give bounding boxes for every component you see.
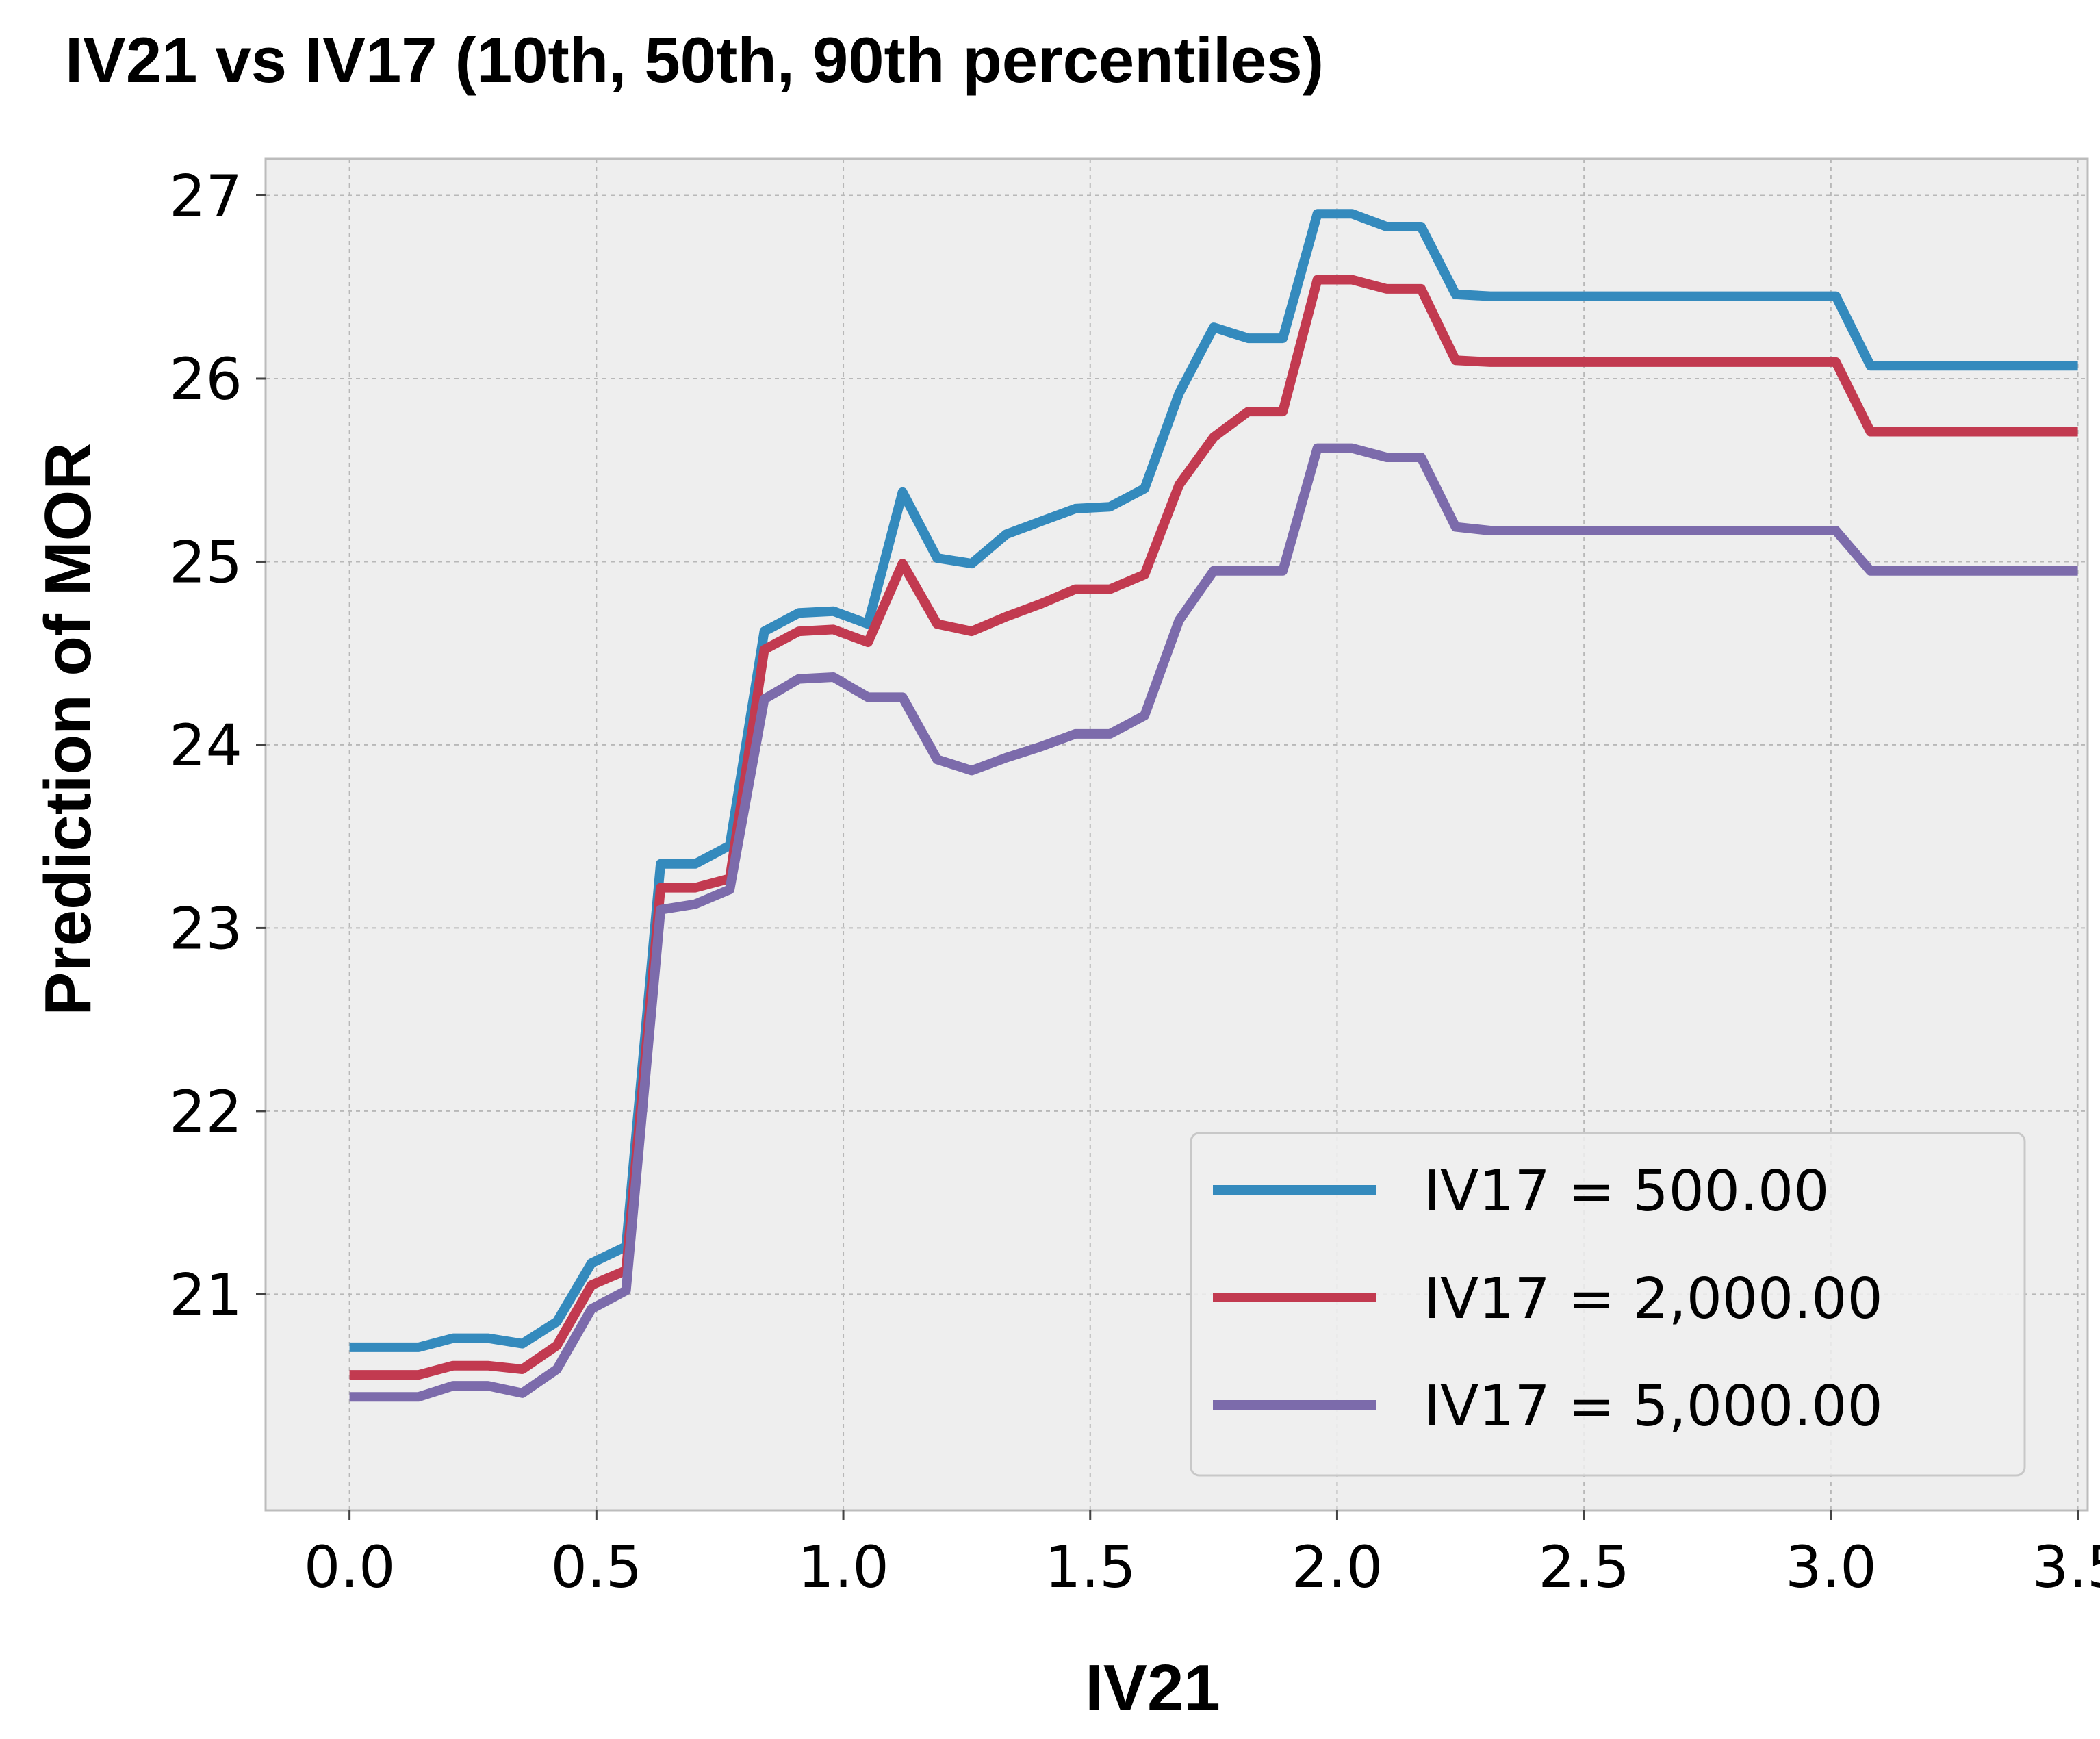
y-axis-ticks: 21 22 23 24 25 26 27 (169, 162, 266, 1328)
x-axis-label: IV21 (1085, 1651, 1220, 1725)
y-tick-label: 24 (169, 712, 242, 779)
y-tick-label: 21 (169, 1261, 242, 1328)
x-tick-label: 3.5 (2032, 1534, 2100, 1601)
legend-items: IV17 = 500.00 IV17 = 2,000.00 IV17 = 5,000… (1213, 1159, 1883, 1439)
x-tick-label: 0.0 (304, 1534, 396, 1601)
legend-box (1190, 1132, 2026, 1477)
x-axis-ticks: 0.0 0.5 1.0 1.5 2.0 2.5 3.0 3.5 (304, 1510, 2100, 1601)
y-tick-label: 25 (169, 529, 242, 596)
legend: IV17 = 500.00 IV17 = 2,000.00 IV17 = 5,000… (1190, 1132, 2026, 1477)
x-tick-label: 2.5 (1538, 1534, 1630, 1601)
plot-border (264, 157, 2089, 1512)
legend-label-2: IV17 = 2,000.00 (1424, 1267, 1883, 1332)
series-lines (349, 209, 2078, 1402)
y-tick-label: 26 (169, 346, 242, 413)
y-tick-label: 27 (169, 162, 242, 229)
x-tick-label: 1.0 (797, 1534, 889, 1601)
x-tick-label: 1.5 (1045, 1534, 1136, 1601)
x-tick-label: 3.0 (1785, 1534, 1877, 1601)
y-axis-label: Prediction of MOR (31, 442, 105, 1015)
y-tick-label: 22 (169, 1078, 242, 1145)
y-tick-label: 23 (169, 895, 242, 962)
chart-title: IV21 vs IV17 (10th, 50th, 90th percentil… (65, 24, 1324, 96)
legend-label-1: IV17 = 500.00 (1424, 1159, 1829, 1224)
x-tick-label: 2.0 (1292, 1534, 1383, 1601)
x-tick-label: 0.5 (551, 1534, 643, 1601)
series-line-3 (349, 443, 2078, 1402)
legend-label-3: IV17 = 5,000.00 (1424, 1374, 1883, 1439)
plot-area (264, 157, 2089, 1512)
